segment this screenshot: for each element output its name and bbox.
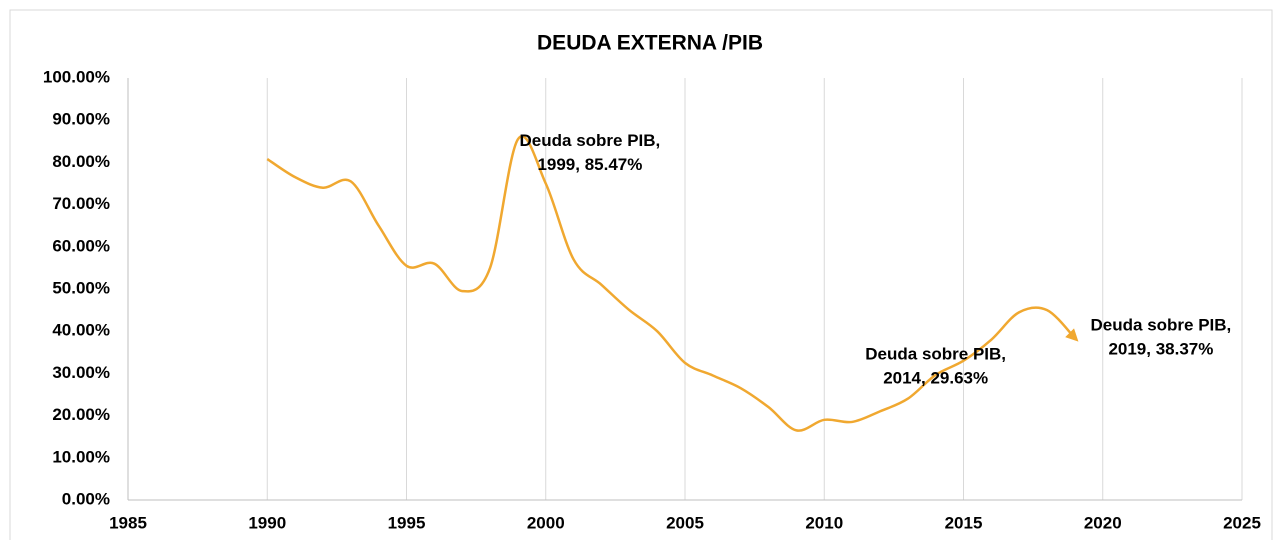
y-tick-label: 20.00%: [52, 405, 110, 424]
chart-frame: [9, 9, 1273, 540]
x-tick-label: 2010: [805, 513, 843, 532]
x-tick-label: 2020: [1084, 513, 1122, 532]
y-tick-label: 70.00%: [52, 194, 110, 213]
x-tick-label: 1985: [109, 513, 147, 532]
x-tick-label: 2025: [1223, 513, 1261, 532]
data-label: 1999, 85.47%: [537, 155, 642, 174]
x-tick-label: 2015: [945, 513, 983, 532]
x-tick-label: 1995: [388, 513, 426, 532]
x-tick-label: 1990: [248, 513, 286, 532]
y-tick-label: 90.00%: [52, 110, 110, 129]
y-tick-label: 40.00%: [52, 321, 110, 340]
data-label: 2014, 29.63%: [883, 368, 988, 387]
data-label: 2019, 38.37%: [1108, 340, 1213, 359]
x-tick-label: 2005: [666, 513, 704, 532]
y-tick-label: 100.00%: [43, 67, 110, 86]
y-tick-label: 10.00%: [52, 447, 110, 466]
chart-title: DEUDA EXTERNA /PIB: [537, 32, 763, 55]
y-tick-label: 30.00%: [52, 363, 110, 382]
line: [266, 135, 1079, 432]
data-label: Deuda sobre PIB,: [520, 131, 661, 150]
data-label: Deuda sobre PIB,: [1091, 316, 1232, 335]
y-tick-label: 80.00%: [52, 152, 110, 171]
y-tick-label: 60.00%: [52, 236, 110, 255]
y-tick-label: 0.00%: [62, 489, 110, 508]
y-tick-label: 50.00%: [52, 278, 110, 297]
x-tick-label: 2000: [527, 513, 565, 532]
data-label: Deuda sobre PIB,: [865, 344, 1006, 363]
